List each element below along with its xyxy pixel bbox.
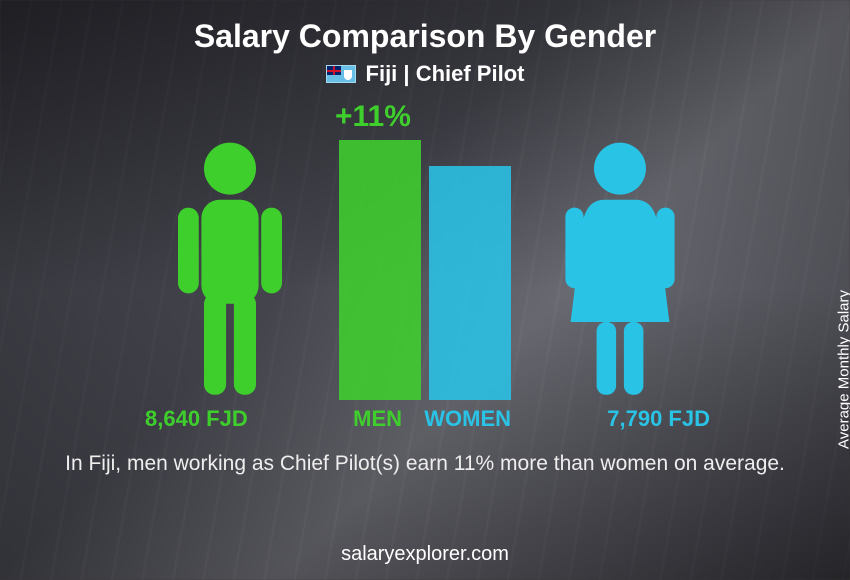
job-title: Chief Pilot bbox=[416, 61, 525, 86]
subtitle-text: Fiji | Chief Pilot bbox=[366, 61, 525, 87]
page-title: Salary Comparison By Gender bbox=[0, 18, 850, 55]
male-salary-value: 8,640 FJD bbox=[145, 406, 248, 432]
female-bar bbox=[429, 166, 511, 400]
male-bar bbox=[339, 140, 421, 400]
bar-category-labels: MEN WOMEN bbox=[339, 406, 511, 432]
infographic-overlay: Salary Comparison By Gender Fiji | Chief… bbox=[0, 0, 850, 580]
fiji-flag-icon bbox=[326, 65, 356, 83]
subtitle-separator: | bbox=[397, 61, 415, 86]
footer-source: salaryexplorer.com bbox=[0, 543, 850, 566]
male-person-icon bbox=[165, 140, 295, 400]
female-salary-value: 7,790 FJD bbox=[607, 406, 710, 432]
subtitle-row: Fiji | Chief Pilot bbox=[0, 61, 850, 87]
chart-area: +11% bbox=[0, 100, 850, 440]
male-category-label: MEN bbox=[339, 406, 416, 432]
female-category-label: WOMEN bbox=[424, 406, 511, 432]
female-person-icon bbox=[555, 140, 685, 400]
percent-difference-label: +11% bbox=[335, 100, 411, 134]
country-name: Fiji bbox=[366, 61, 398, 86]
y-axis-label: Average Monthly Salary bbox=[836, 290, 850, 449]
description-text: In Fiji, men working as Chief Pilot(s) e… bbox=[60, 450, 790, 478]
bar-group bbox=[339, 140, 511, 400]
